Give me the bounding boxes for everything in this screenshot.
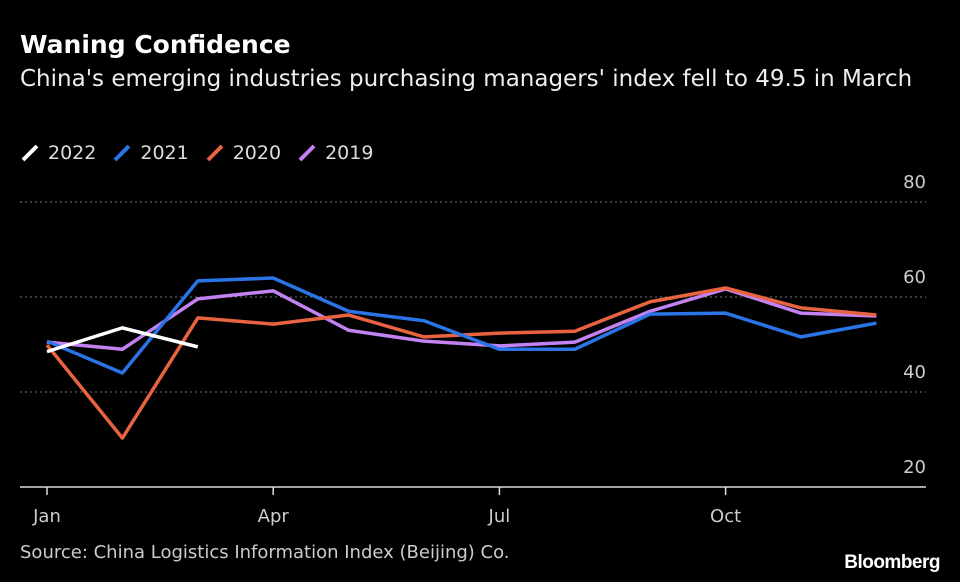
legend-swatch: [113, 144, 131, 162]
x-tick-label: Jul: [488, 506, 511, 527]
legend-label: 2019: [325, 142, 374, 164]
chart-subtitle: China's emerging industries purchasing m…: [20, 66, 913, 92]
legend-item: 2019: [297, 142, 373, 164]
x-tick-label: Apr: [258, 506, 290, 527]
legend-glyph: [113, 144, 131, 162]
legend-swatch: [298, 144, 316, 162]
y-tick-label: 20: [903, 457, 926, 478]
series-line: [46, 326, 199, 354]
y-tick-label: 80: [903, 172, 926, 193]
y-tick-label: 40: [903, 362, 926, 383]
legend-glyph: [21, 144, 39, 162]
legend-item: 2020: [205, 142, 281, 164]
series-line: [46, 276, 877, 375]
chart-title: Waning Confidence: [20, 30, 291, 59]
legend-label: 2022: [48, 142, 97, 164]
legend-item: 2022: [20, 142, 96, 164]
x-tick-label: Jan: [32, 506, 61, 527]
y-tick-label: 60: [903, 267, 926, 288]
legend-label: 2021: [140, 142, 189, 164]
brand: Bloomberg: [844, 552, 940, 573]
legend: 2022 2021 2020 2019: [20, 142, 373, 164]
legend-swatch: [206, 144, 224, 162]
legend-swatch: [21, 144, 39, 162]
legend-glyph: [298, 144, 316, 162]
legend-glyph: [206, 144, 224, 162]
legend-item: 2021: [112, 142, 189, 164]
legend-label: 2020: [232, 142, 282, 164]
source-note: Source: China Logistics Information Inde…: [20, 542, 510, 563]
x-tick-label: Oct: [710, 506, 741, 527]
